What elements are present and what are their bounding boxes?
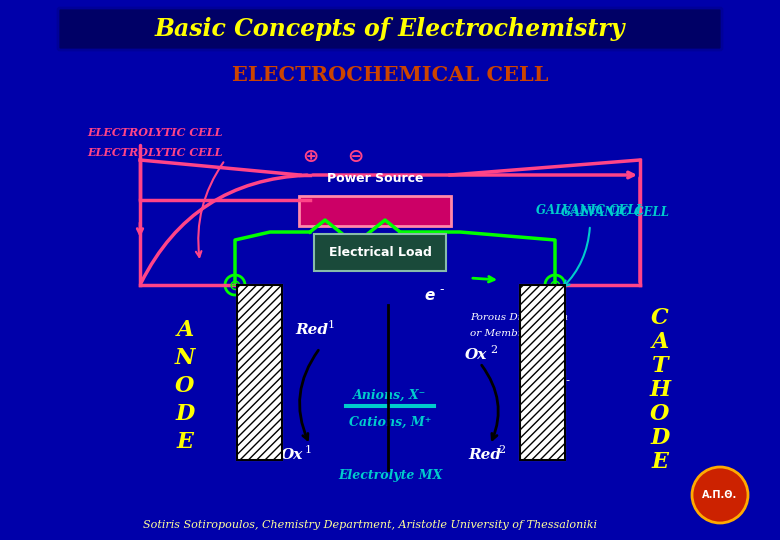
Text: Ox: Ox xyxy=(465,348,488,362)
Bar xyxy=(520,285,565,460)
Text: -: - xyxy=(440,284,445,296)
Bar xyxy=(520,285,565,460)
FancyBboxPatch shape xyxy=(299,196,451,226)
Text: A.Π.Θ.: A.Π.Θ. xyxy=(702,490,738,500)
Text: -: - xyxy=(565,375,569,385)
Text: N: N xyxy=(175,347,195,369)
Text: ELECTROLYTIC CELL: ELECTROLYTIC CELL xyxy=(87,127,223,138)
Text: Red: Red xyxy=(295,323,328,337)
Text: 1: 1 xyxy=(305,445,312,455)
Text: Red: Red xyxy=(468,448,501,462)
Text: Anions, X⁻: Anions, X⁻ xyxy=(353,388,427,402)
Text: Electrical Load: Electrical Load xyxy=(328,246,431,259)
FancyBboxPatch shape xyxy=(314,234,446,271)
Text: e: e xyxy=(425,287,435,302)
Text: e: e xyxy=(553,378,562,392)
Text: A: A xyxy=(651,331,668,353)
Text: D: D xyxy=(176,403,195,425)
Text: O: O xyxy=(176,375,195,397)
Text: 2: 2 xyxy=(490,345,497,355)
Text: ⊖: ⊖ xyxy=(229,278,241,293)
Text: ⊕: ⊕ xyxy=(302,147,318,166)
Text: GALVANIC CELL: GALVANIC CELL xyxy=(536,204,644,217)
Circle shape xyxy=(692,467,748,523)
Text: E: E xyxy=(651,451,668,473)
Text: or Membrane: or Membrane xyxy=(470,328,541,338)
Text: 2: 2 xyxy=(498,445,505,455)
Text: Power Source: Power Source xyxy=(327,172,424,186)
Text: ⊖: ⊖ xyxy=(347,147,363,166)
Text: Porous Diaphragm: Porous Diaphragm xyxy=(470,314,568,322)
Text: H: H xyxy=(650,379,671,401)
Text: GALVANIC CELL: GALVANIC CELL xyxy=(561,206,669,219)
Text: Basic Concepts of Electrochemistry: Basic Concepts of Electrochemistry xyxy=(154,17,626,41)
Text: 1: 1 xyxy=(328,320,335,330)
Text: ELECTROCHEMICAL CELL: ELECTROCHEMICAL CELL xyxy=(232,65,548,85)
Text: E: E xyxy=(176,431,193,453)
Text: D: D xyxy=(651,427,669,449)
Text: Ox: Ox xyxy=(281,448,303,462)
Text: ⊕: ⊕ xyxy=(548,278,562,293)
Text: -: - xyxy=(262,375,266,385)
Bar xyxy=(237,285,282,460)
Text: T: T xyxy=(652,355,668,377)
Text: A: A xyxy=(176,319,193,341)
Text: Electrolyte MX: Electrolyte MX xyxy=(338,469,442,482)
Text: Cations, M⁺: Cations, M⁺ xyxy=(349,415,431,429)
Text: O: O xyxy=(651,403,670,425)
Bar xyxy=(237,285,282,460)
Text: ELECTROLYTIC CELL: ELECTROLYTIC CELL xyxy=(87,147,223,159)
FancyBboxPatch shape xyxy=(58,8,722,50)
Text: Sotiris Sotiropoulos, Chemistry Department, Aristotle University of Thessaloniki: Sotiris Sotiropoulos, Chemistry Departme… xyxy=(143,520,597,530)
Text: e: e xyxy=(250,378,260,392)
Text: C: C xyxy=(651,307,669,329)
